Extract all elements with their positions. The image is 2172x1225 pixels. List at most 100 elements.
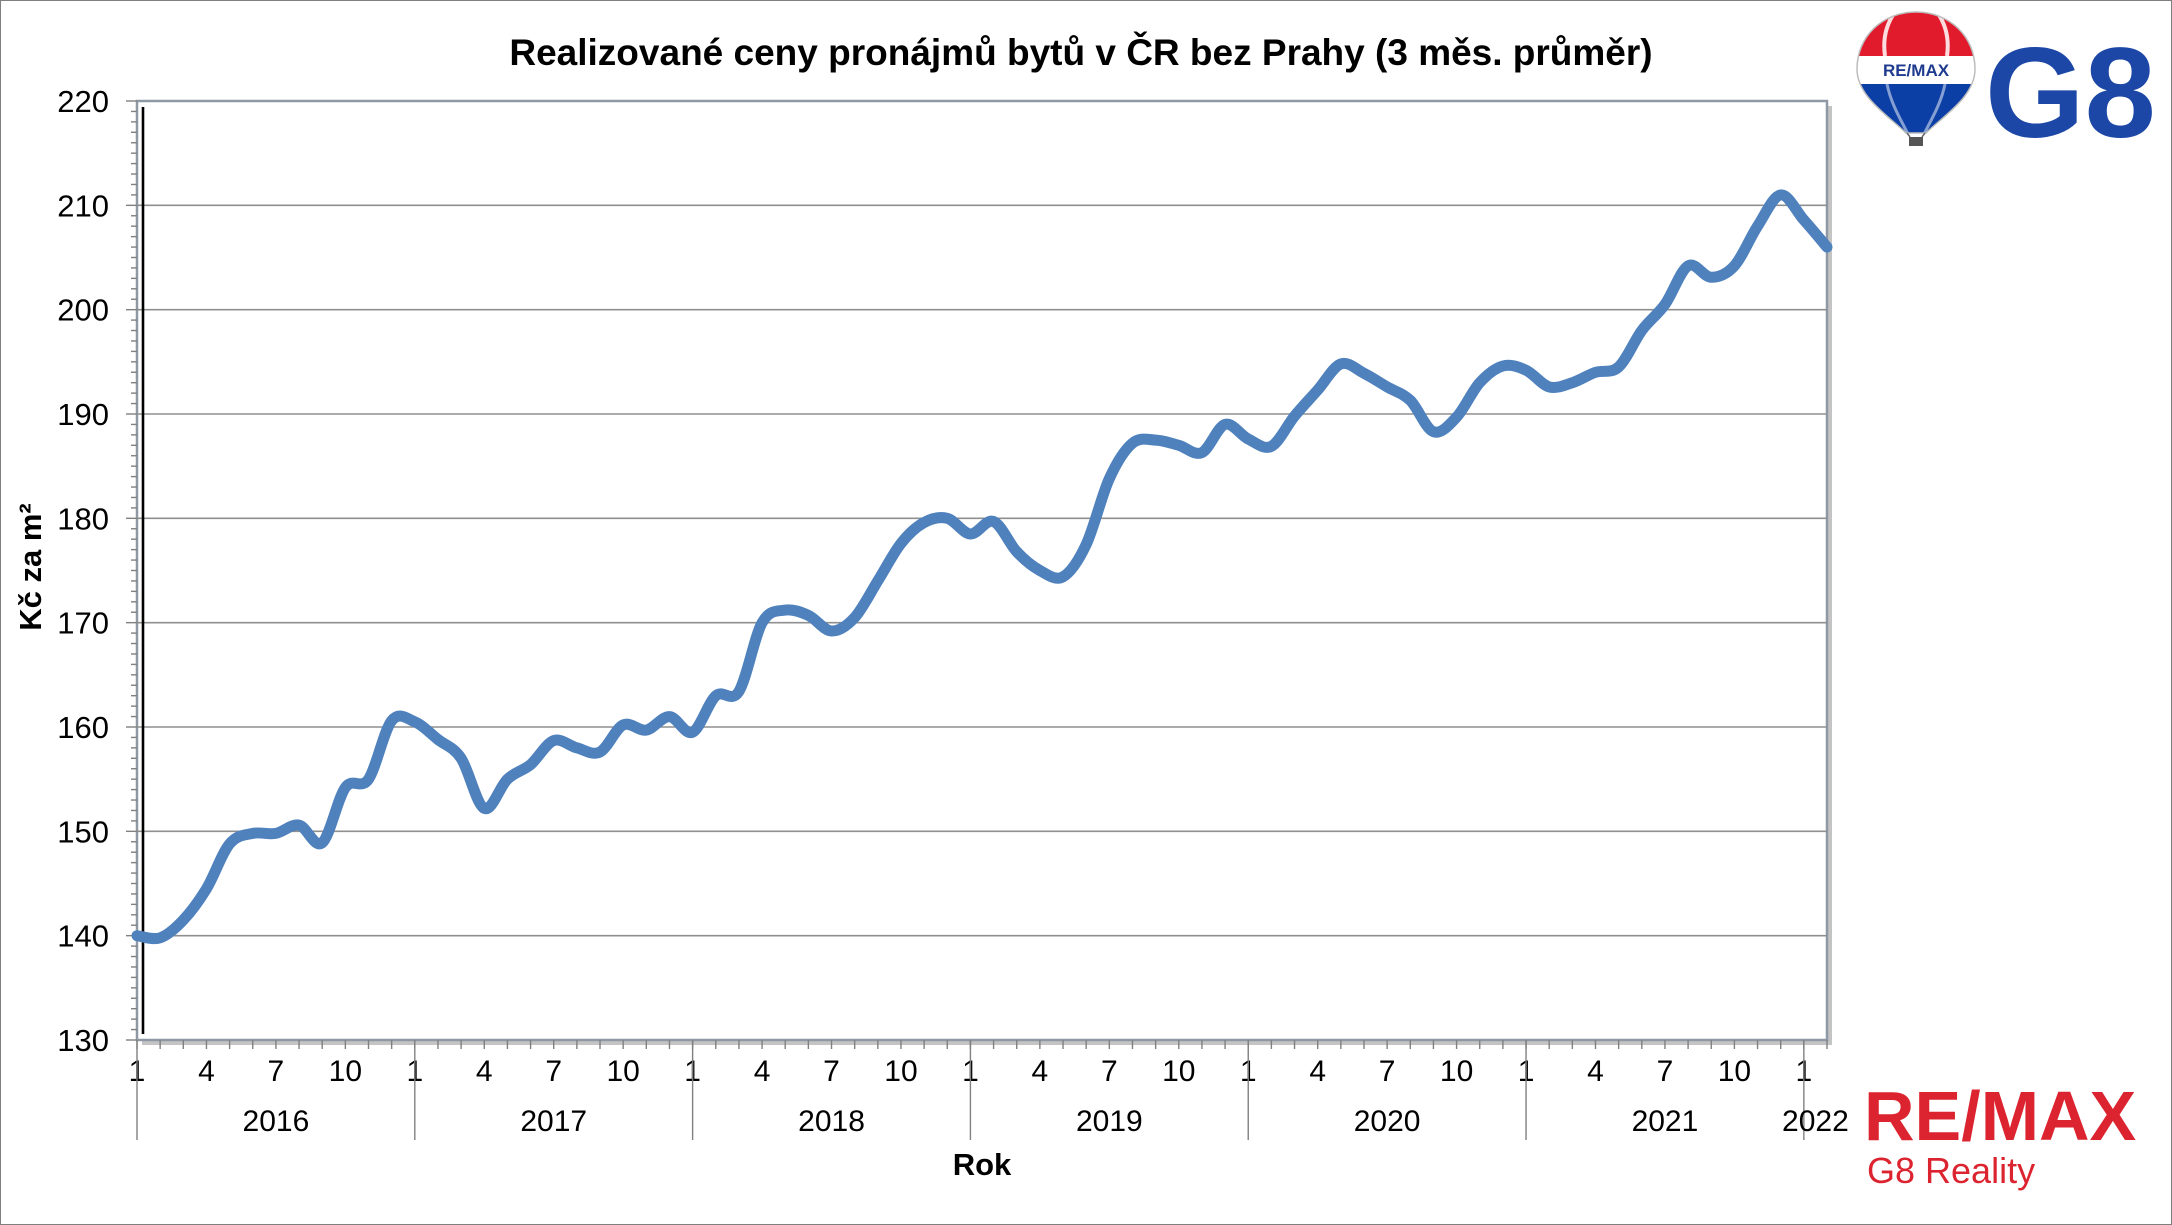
data-point xyxy=(1196,447,1207,458)
data-point xyxy=(502,774,513,785)
data-point xyxy=(1752,221,1763,232)
data-point xyxy=(849,612,860,623)
data-point xyxy=(618,719,629,730)
data-point xyxy=(1590,367,1601,378)
plot-area xyxy=(135,99,1829,1042)
x-tick-label: 7 xyxy=(268,1055,285,1088)
data-point xyxy=(432,734,443,745)
data-point xyxy=(872,575,883,586)
remax-balloon-logo: RE/MAX xyxy=(1856,11,1976,146)
y-tick-label: 210 xyxy=(57,188,109,223)
data-point xyxy=(132,930,142,941)
y-tick-label: 170 xyxy=(57,606,109,641)
data-point xyxy=(294,820,305,831)
data-point xyxy=(1335,358,1346,369)
data-point xyxy=(1729,260,1740,271)
data-point xyxy=(224,838,235,849)
x-tick-label: 7 xyxy=(823,1055,840,1088)
data-point xyxy=(1405,395,1416,406)
data-point xyxy=(757,617,768,628)
year-label: 2022 xyxy=(1782,1105,1849,1138)
data-point xyxy=(1058,571,1069,582)
data-point xyxy=(548,735,559,746)
y-tick-label: 190 xyxy=(57,397,109,432)
data-point xyxy=(525,759,536,770)
data-point xyxy=(1775,189,1786,200)
data-point xyxy=(571,742,582,753)
chart-title: Realizované ceny pronájmů bytů v ČR bez … xyxy=(509,31,1652,73)
data-point xyxy=(386,715,397,726)
data-point xyxy=(1358,368,1369,379)
data-point xyxy=(317,837,328,848)
data-point xyxy=(479,803,490,814)
data-point xyxy=(1034,565,1045,576)
data-point xyxy=(1243,434,1254,445)
balloon-logo-text: RE/MAX xyxy=(1883,61,1950,80)
data-point xyxy=(664,711,675,722)
balloon-basket xyxy=(1909,137,1923,146)
y-tick-label: 130 xyxy=(57,1023,109,1058)
data-point xyxy=(1011,546,1022,557)
data-point xyxy=(1173,440,1184,451)
x-tick-label: 7 xyxy=(1379,1055,1396,1088)
year-label: 2021 xyxy=(1632,1105,1699,1138)
x-tick-label: 4 xyxy=(1032,1055,1049,1088)
x-tick-label: 7 xyxy=(1101,1055,1118,1088)
y-tick-label: 200 xyxy=(57,293,109,328)
data-point xyxy=(733,686,744,697)
data-point xyxy=(965,528,976,539)
data-point xyxy=(1428,426,1439,437)
data-point xyxy=(456,753,467,764)
data-point xyxy=(1127,438,1138,449)
data-point xyxy=(1798,214,1809,225)
remax-logo-text: RE/MAX xyxy=(1864,1077,2137,1155)
data-point xyxy=(1081,539,1092,550)
data-point xyxy=(155,932,166,943)
data-point xyxy=(1220,419,1231,430)
data-point xyxy=(710,690,721,701)
data-point xyxy=(919,517,930,528)
x-tick-label: 4 xyxy=(1309,1055,1326,1088)
data-point xyxy=(1822,242,1832,253)
y-tick-label: 140 xyxy=(57,919,109,954)
data-point xyxy=(1636,325,1647,336)
data-point xyxy=(409,716,420,727)
data-point xyxy=(595,747,606,758)
x-axis-title: Rok xyxy=(953,1147,1012,1182)
data-point xyxy=(687,727,698,738)
x-tick-label: 10 xyxy=(1440,1055,1473,1088)
g8-reality-text: G8 Reality xyxy=(1867,1150,2035,1191)
data-point xyxy=(1266,441,1277,452)
x-tick-label: 10 xyxy=(606,1055,639,1088)
data-point xyxy=(1544,381,1555,392)
y-tick-label: 160 xyxy=(57,710,109,745)
data-point xyxy=(247,828,258,839)
data-point xyxy=(201,883,212,894)
data-point xyxy=(780,605,791,616)
x-tick-label: 4 xyxy=(1587,1055,1604,1088)
year-label: 2019 xyxy=(1076,1105,1143,1138)
data-point xyxy=(1706,272,1717,283)
y-tick-label: 220 xyxy=(57,84,109,119)
y-tick-label: 150 xyxy=(57,814,109,849)
data-point xyxy=(1497,361,1508,372)
data-point xyxy=(1521,365,1532,376)
y-axis: 130 140 150 160 170 180 190 200 210 220 xyxy=(57,84,137,1058)
g8-logo-text: G8 xyxy=(1985,22,2156,165)
x-tick-label: 4 xyxy=(198,1055,215,1088)
data-point xyxy=(363,774,374,785)
data-point xyxy=(1289,411,1300,422)
data-point xyxy=(895,538,906,549)
data-point xyxy=(1104,473,1115,484)
x-tick-label: 4 xyxy=(476,1055,493,1088)
data-point xyxy=(1474,377,1485,388)
data-point xyxy=(803,610,814,621)
data-point xyxy=(270,828,281,839)
data-point xyxy=(1150,435,1161,446)
y-tick-label: 180 xyxy=(57,501,109,536)
data-point xyxy=(1451,412,1462,423)
data-point xyxy=(942,513,953,524)
data-point xyxy=(1567,377,1578,388)
